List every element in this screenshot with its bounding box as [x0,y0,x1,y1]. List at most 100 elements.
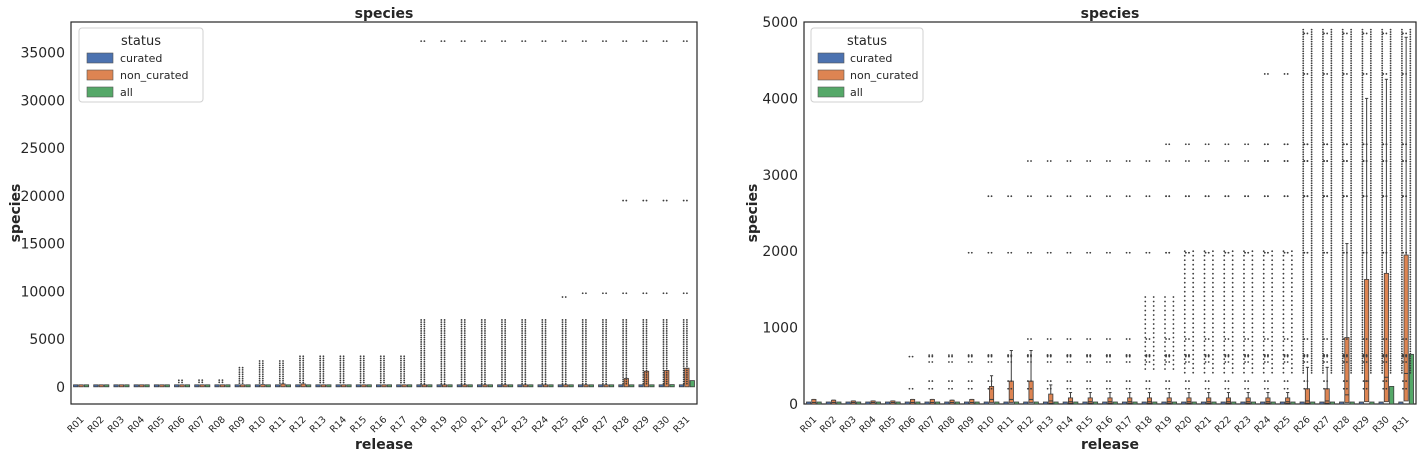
left-flier [319,359,322,362]
right-flier [1049,338,1052,340]
left-flier [460,319,463,321]
right-flier-col [1361,369,1364,372]
left-flier [544,336,547,339]
right-flier-col [1401,287,1403,290]
left-flier [541,374,544,376]
right-flier-col [1389,220,1392,223]
left-flier [463,352,466,354]
left-flier [484,378,486,381]
right-flier-col [1262,299,1265,302]
right-flier-col [1243,331,1245,334]
right-flier-col [1322,235,1324,237]
left-flier [383,357,385,360]
right-flier-col [1369,364,1372,367]
left-flier [460,347,463,350]
left-flier [662,338,665,341]
right-flier [1188,338,1190,340]
left-flier [302,355,305,358]
right-flier [1306,251,1309,254]
right-flier [1007,361,1010,363]
right-flier-col [1322,340,1324,343]
right-flier-col [1302,280,1305,283]
right-flier-col [1330,124,1333,127]
right-flier-col [1361,83,1364,86]
right-flier-col [1271,326,1274,329]
right-flier-col [1381,191,1384,194]
right-flier-col [1203,353,1206,356]
left-flier [480,374,483,376]
left-flier [460,330,463,332]
left-box-R10-all [265,384,271,388]
right-flier-col [1172,314,1175,316]
left-box-R10-curated [254,384,261,388]
right-flier-col [1310,340,1313,343]
right-flier-col [1341,79,1344,81]
right-flier-col [1409,81,1412,84]
right-flier [1069,354,1072,357]
right-flier-col [1361,352,1364,355]
right-flier [1125,195,1128,198]
right-flier-col [1361,160,1364,163]
right-flier-col [1350,112,1353,115]
right-flier-col [1231,254,1234,257]
left-flier [665,365,668,368]
right-flier-col [1310,247,1313,249]
left-flier [443,345,446,348]
right-box-R18-curated [1141,401,1147,405]
right-flier-col [1322,196,1324,199]
left-flier [642,347,645,350]
right-ytick-label: 0 [789,397,798,413]
right-flier-col [1389,172,1392,175]
right-flier-col [1361,304,1364,307]
right-flier-col [1152,300,1155,303]
right-flier-col [1302,302,1305,305]
left-flier [625,360,628,363]
right-flier-col [1361,43,1364,45]
right-xtick-label: R17 [1114,414,1135,435]
left-flier [383,368,385,371]
right-flier-col [1409,287,1412,290]
left-xtick-label: R31 [671,414,692,435]
right-flier [1346,387,1348,390]
right-flier [908,387,911,390]
right-flier-col [1409,74,1412,77]
left-xtick-label: R14 [328,414,349,435]
right-flier [1184,387,1187,390]
left-flier [504,380,507,383]
left-flier [605,374,608,376]
right-flier-col [1401,220,1403,223]
right-flier-col [1361,107,1364,110]
right-flier-col [1322,28,1324,31]
right-flier-col [1322,134,1324,137]
right-flier [951,355,953,358]
left-flier [524,319,527,321]
left-flier [642,380,645,383]
right-flier-col [1369,235,1372,237]
right-flier-col [1409,86,1412,89]
right-flier-col [1409,79,1412,81]
right-flier-col [1310,136,1313,139]
right-flier-col [1381,153,1384,156]
left-flier [302,364,305,366]
right-flier-col [1401,146,1403,149]
right-flier-col [1409,259,1412,261]
left-flier [645,365,648,368]
left-flier [504,332,507,335]
right-flier-col [1409,100,1412,103]
left-flier [359,366,362,369]
left-flier [379,375,382,377]
left-flier [302,375,305,377]
right-flier-col [1341,256,1344,259]
left-flier [645,380,648,383]
left-flier [443,330,446,332]
right-flier [1069,355,1072,358]
right-flier [1326,160,1329,162]
right-box-R06-non_curated [910,399,916,405]
right-flier-col [1381,244,1384,247]
right-flier-col [1322,345,1324,348]
right-flier-col [1310,167,1313,170]
right-flier-col [1172,350,1175,352]
left-flier [561,327,564,330]
right-flier-col [1369,266,1372,269]
right-flier-col [1389,107,1392,110]
